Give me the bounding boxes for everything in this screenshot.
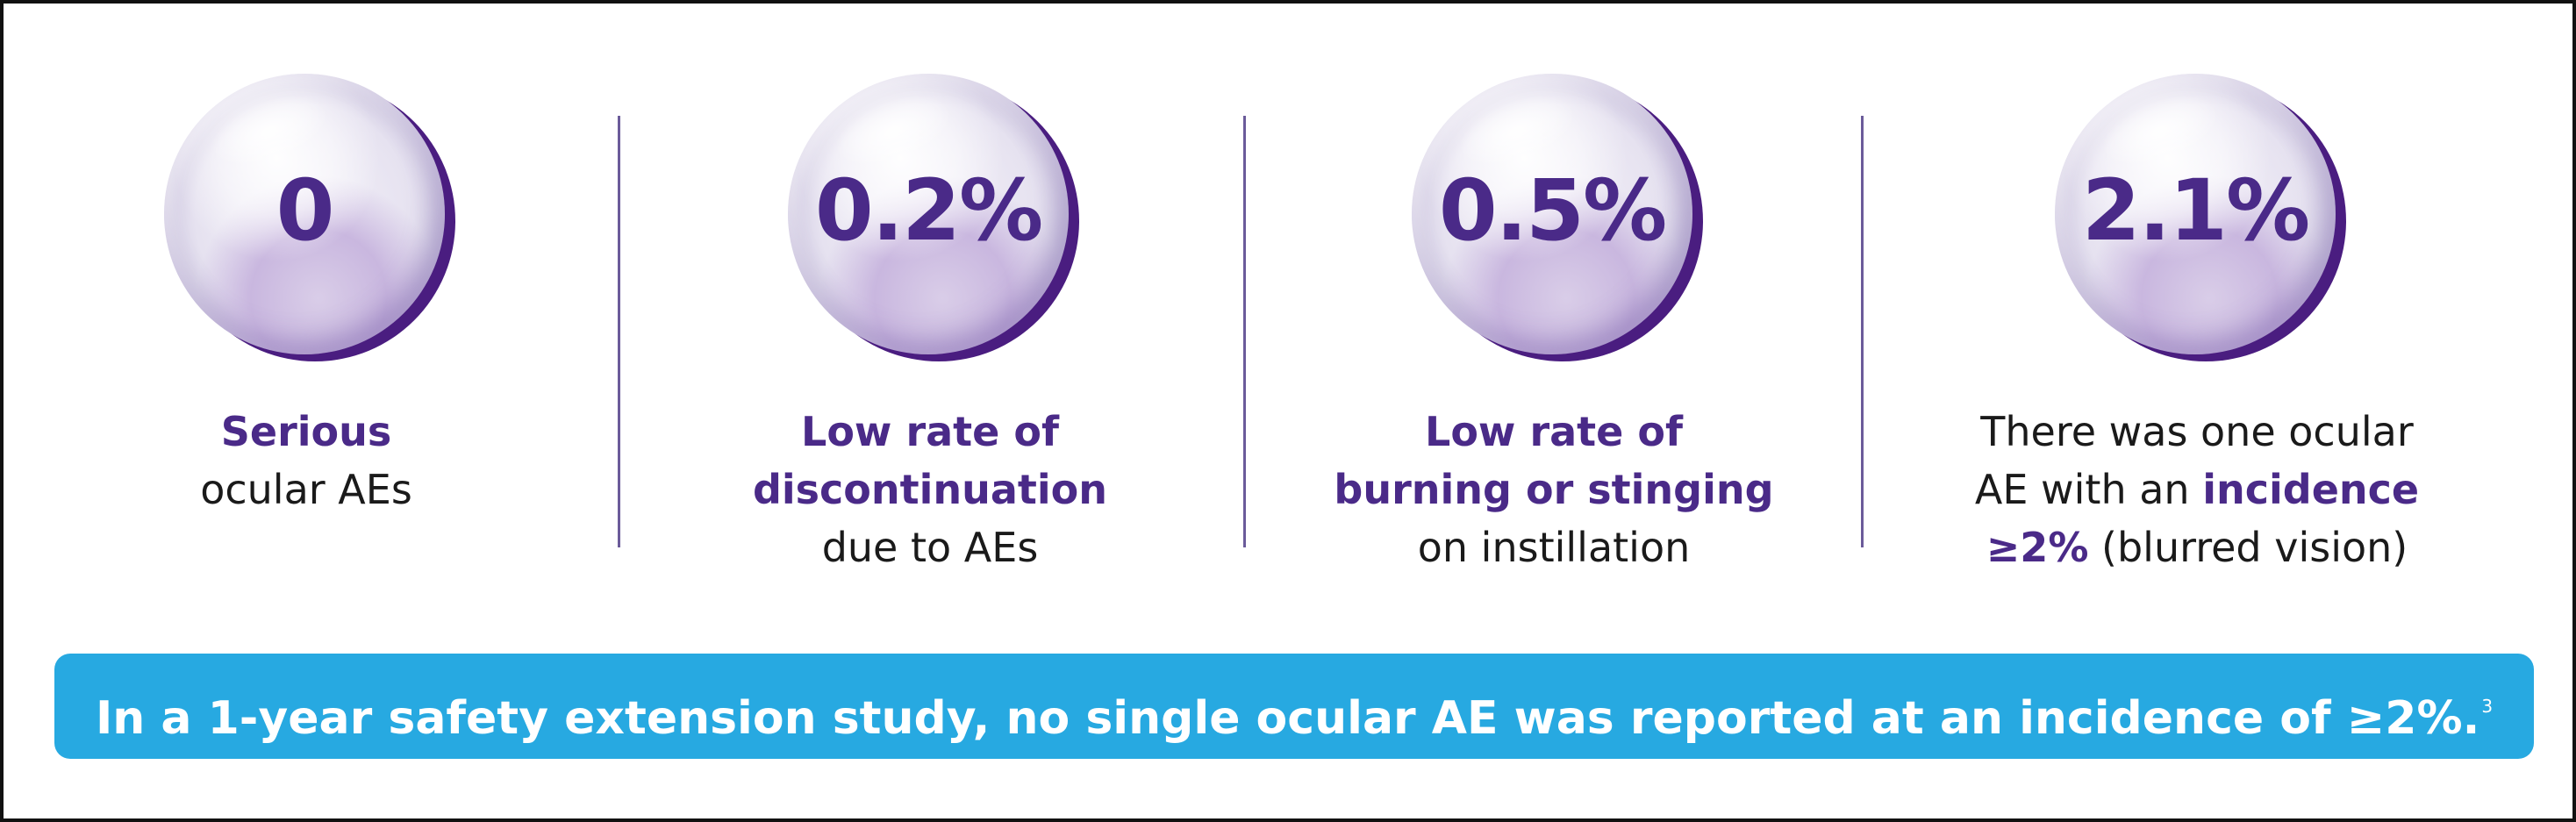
bubble-sphere	[1412, 74, 1692, 354]
caption-highlight: incidence	[2202, 466, 2420, 513]
column-divider	[1861, 116, 1864, 547]
stat-blurred-vision: 2.1% There was one ocular AE with an inc…	[1890, 74, 2504, 600]
stat-value: 0.2%	[814, 161, 1043, 260]
caption-line: on instillation	[1417, 524, 1691, 571]
stat-value: 0.5%	[1438, 161, 1667, 260]
bubble-sphere	[164, 74, 445, 354]
caption-line: AE with an incidence	[1890, 461, 2504, 518]
stat-serious-ocular-aes: 0 Serious ocular AEs	[0, 74, 613, 600]
stat-caption: There was one ocular AE with an incidenc…	[1890, 403, 2504, 576]
caption-line: due to AEs	[821, 524, 1039, 571]
caption-line: Low rate of	[801, 408, 1059, 455]
caption-line: ocular AEs	[200, 466, 412, 513]
caption-line: burning or stinging	[1334, 466, 1774, 513]
caption-line: discontinuation	[752, 466, 1108, 513]
column-divider	[1243, 116, 1246, 547]
stat-caption: Low rate of burning or stinging on insti…	[1247, 403, 1861, 576]
stat-bubble: 2.1%	[2055, 74, 2346, 363]
caption-line: ≥2% (blurred vision)	[1890, 518, 2504, 576]
footnote-reference: 3	[2481, 696, 2494, 717]
stat-bubble: 0.5%	[1412, 74, 1703, 363]
stat-bubble: 0.2%	[788, 74, 1079, 363]
stat-value: 2.1%	[2081, 161, 2310, 260]
caption-highlight: ≥2%	[1986, 524, 2089, 571]
bubble-sphere	[788, 74, 1069, 354]
caption-text: AE with an	[1974, 466, 2203, 513]
column-divider	[618, 116, 620, 547]
bubble-sphere	[2055, 74, 2336, 354]
stat-burning-stinging: 0.5% Low rate of burning or stinging on …	[1247, 74, 1861, 600]
stat-bubble: 0	[164, 74, 455, 363]
banner-text: In a 1-year safety extension study, no s…	[95, 692, 2480, 745]
caption-line: Low rate of	[1425, 408, 1683, 455]
stat-discontinuation: 0.2% Low rate of discontinuation due to …	[623, 74, 1237, 600]
summary-banner: In a 1-year safety extension study, no s…	[54, 654, 2534, 759]
stat-value: 0	[275, 161, 335, 260]
caption-line: There was one ocular	[1980, 408, 2414, 455]
stat-caption: Serious ocular AEs	[0, 403, 613, 518]
caption-text: (blurred vision)	[2088, 524, 2408, 571]
caption-line: Serious	[220, 408, 392, 455]
stat-caption: Low rate of discontinuation due to AEs	[623, 403, 1237, 576]
